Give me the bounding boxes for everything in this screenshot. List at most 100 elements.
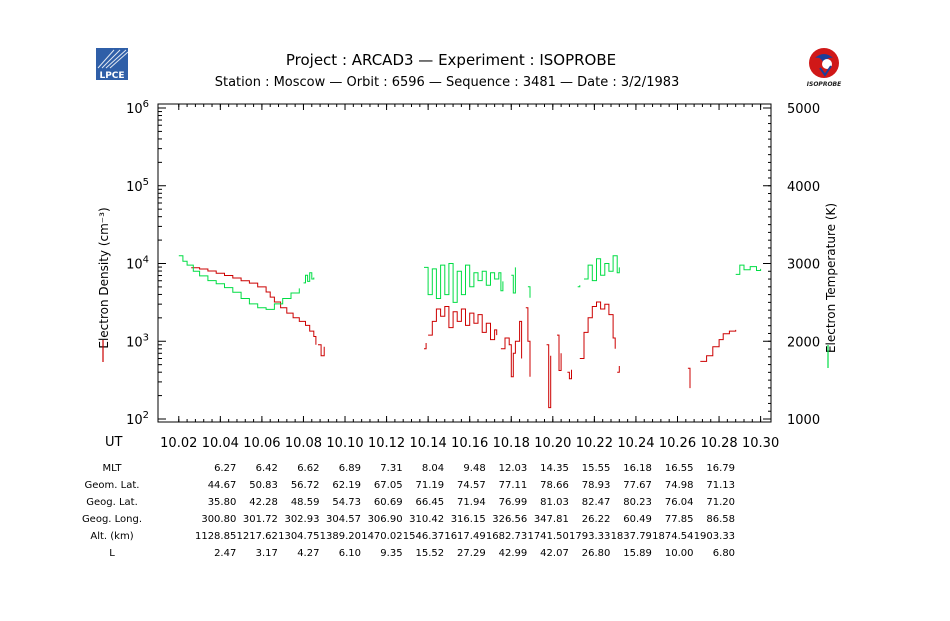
ephemeris-table: MLT 6.27 6.42 6.62 6.89 7.31 8.04 9.48 12.03 14.3…	[82, 463, 735, 559]
table-cell: 74.57	[457, 480, 486, 491]
table-cell: 4.27	[297, 548, 319, 559]
table-row-label: Geom. Lat.	[85, 480, 140, 491]
isoprobe-logo: ISOPROBE	[805, 46, 843, 88]
temperature-segment	[424, 263, 504, 303]
electron-density-series	[191, 267, 737, 409]
table-cell: 15.55	[582, 463, 611, 474]
table-cell: 9.35	[380, 548, 402, 559]
y-tick-label: 102	[126, 410, 149, 428]
chart-subtitle: Station : Moscow — Orbit : 6596 — Sequen…	[215, 75, 680, 90]
y2-tick-label: 2000	[787, 335, 820, 350]
table-cell: 10.00	[665, 548, 694, 559]
y2-axis-label: Electron Temperature (K)	[824, 203, 838, 353]
table-cell: 16.55	[665, 463, 694, 474]
y-axis-left: 102 103 104 105 106	[126, 99, 166, 428]
table-cell: 326.56	[492, 514, 527, 525]
table-cell: 6.10	[339, 548, 361, 559]
table-cell: 62.19	[332, 480, 361, 491]
y-tick-label: 106	[126, 99, 149, 117]
minor-ticks	[158, 104, 771, 422]
table-cell: 56.72	[291, 480, 320, 491]
table-cell: 26.22	[582, 514, 611, 525]
table-cell: 66.45	[415, 497, 444, 508]
temperature-segment	[584, 255, 620, 282]
x-tick-label: 10.12	[368, 436, 405, 451]
table-cell: 1874.54	[652, 531, 693, 542]
table-cell: 86.58	[706, 514, 735, 525]
table-cell: 306.90	[368, 514, 403, 525]
table-cell: 76.04	[665, 497, 694, 508]
temperature-segment	[735, 264, 762, 275]
table-cell: 60.69	[374, 497, 403, 508]
table-cell: 42.99	[499, 548, 528, 559]
table-cell: 81.03	[540, 497, 569, 508]
table-cell: 42.07	[540, 548, 569, 559]
table-cell: 9.48	[463, 463, 485, 474]
svg-text:LPCE: LPCE	[99, 71, 124, 80]
table-cell: 316.15	[451, 514, 486, 525]
x-tick-label: 10.10	[326, 436, 363, 451]
table-cell: 302.93	[284, 514, 319, 525]
temperature-segment	[303, 272, 315, 284]
table-cell: 301.72	[243, 514, 278, 525]
density-segment	[428, 306, 498, 341]
table-cell: 1682.73	[486, 531, 527, 542]
table-cell: 1546.37	[403, 531, 444, 542]
lpce-logo: LPCE	[96, 48, 129, 81]
table-cell: 80.23	[623, 497, 652, 508]
table-cell: 78.93	[582, 480, 611, 491]
density-segment	[546, 344, 552, 409]
x-axis-label: UT	[105, 435, 123, 450]
table-cell: 15.89	[623, 548, 652, 559]
chart-title: Project : ARCAD3 — Experiment : ISOPROBE	[286, 51, 616, 69]
table-cell: 6.62	[297, 463, 319, 474]
table-cell: 74.98	[665, 480, 694, 491]
table-cell: 48.59	[291, 497, 320, 508]
table-cell: 14.35	[540, 463, 569, 474]
density-segment	[318, 344, 325, 357]
plot-frame	[157, 103, 772, 423]
x-tick-label: 10.16	[451, 436, 488, 451]
table-cell: 1128.85	[195, 531, 236, 542]
density-segment	[557, 334, 562, 371]
electron-temperature-series	[178, 255, 762, 310]
table-cell: 1793.33	[569, 531, 610, 542]
temperature-segment	[577, 285, 581, 288]
y2-tick-label: 5000	[787, 102, 820, 117]
table-cell: 71.94	[457, 497, 486, 508]
table-cell: 347.81	[534, 514, 569, 525]
density-segment	[700, 329, 737, 362]
table-cell: 6.42	[256, 463, 278, 474]
y-tick-label: 104	[126, 255, 149, 273]
table-cell: 71.20	[706, 497, 735, 508]
table-row-label: Geog. Long.	[82, 514, 142, 525]
y2-tick-label: 3000	[787, 258, 820, 273]
x-tick-label: 10.24	[617, 436, 654, 451]
table-cell: 7.31	[380, 463, 402, 474]
table-cell: 6.89	[339, 463, 361, 474]
table-cell: 1304.75	[278, 531, 319, 542]
table-cell: 42.28	[249, 497, 278, 508]
table-cell: 27.29	[457, 548, 486, 559]
table-cell: 1389.20	[320, 531, 361, 542]
x-tick-label: 10.26	[659, 436, 696, 451]
temperature-segment	[527, 286, 531, 298]
x-tick-label: 10.02	[160, 436, 197, 451]
temperature-segment	[178, 255, 300, 310]
table-cell: 310.42	[409, 514, 444, 525]
table-cell: 77.67	[623, 480, 652, 491]
series-layer	[178, 255, 762, 409]
x-tick-label: 10.20	[534, 436, 571, 451]
y2-tick-label: 4000	[787, 180, 820, 195]
table-cell: 3.17	[256, 548, 278, 559]
table-cell: 16.18	[623, 463, 652, 474]
x-axis: 10.02 10.04 10.06 10.08 10.10 10.12 10.14 10.16…	[160, 104, 779, 451]
table-cell: 1837.79	[611, 531, 652, 542]
table-cell: 71.13	[706, 480, 735, 491]
x-tick-label: 10.28	[700, 436, 737, 451]
table-row-label: Geog. Lat.	[86, 497, 138, 508]
y-tick-label: 103	[126, 332, 149, 350]
table-cell: 50.83	[249, 480, 278, 491]
temperature-segment	[511, 267, 516, 294]
table-cell: 77.85	[665, 514, 694, 525]
